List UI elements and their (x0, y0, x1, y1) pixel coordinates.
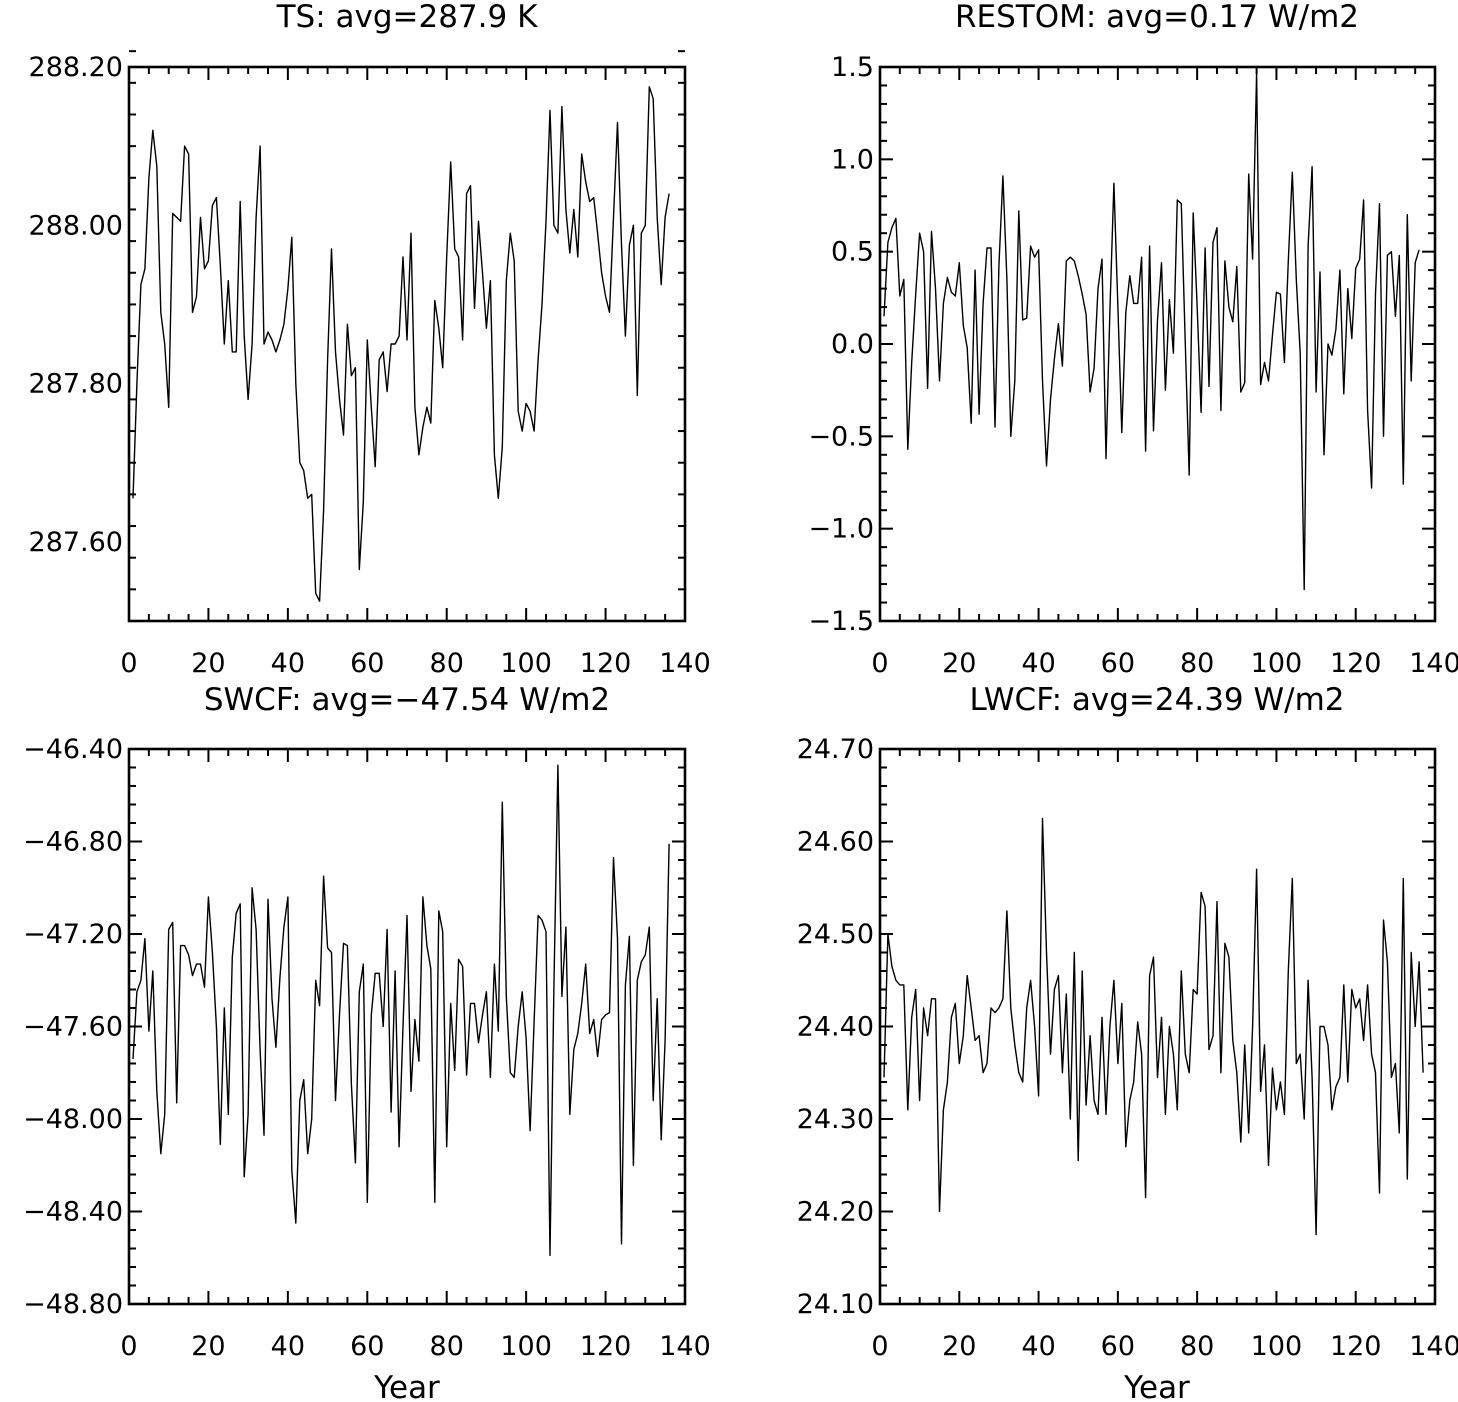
ts-x-tick-label: 80 (430, 648, 464, 679)
restom-x-tick-label: 40 (1021, 648, 1055, 679)
restom-x-tick-label: 100 (1251, 648, 1303, 679)
lwcf-y-tick-label: 24.40 (797, 1012, 874, 1043)
restom-series-line (883, 71, 1420, 591)
swcf-panel: SWCF: avg=−47.54 W/m2 0 20 40 60 80 100 120 140… (23, 682, 711, 1402)
lwcf-y-tick-label: 24.60 (797, 827, 874, 858)
restom-x-tick-label: 20 (942, 648, 976, 679)
lwcf-x-tick-label: 20 (942, 1331, 976, 1362)
swcf-tick-labels: 0 20 40 60 80 100 120 140 −48.80 −48.40 −48.00 −47.… (23, 734, 711, 1362)
ts-plot-frame (127, 65, 687, 623)
swcf-panel-title: SWCF: avg=−47.54 W/m2 (204, 682, 610, 718)
ts-y-tick-label: 287.80 (29, 369, 123, 400)
restom-y-tick-label: −1.5 (808, 606, 874, 637)
swcf-x-tick-label: 140 (659, 1331, 711, 1362)
ts-y-tick-label: 287.60 (29, 527, 123, 558)
swcf-x-tick-label: 40 (271, 1331, 305, 1362)
swcf-x-axis-label: Year (373, 1370, 440, 1402)
lwcf-x-tick-label: 60 (1101, 1331, 1135, 1362)
swcf-y-tick-label: −47.20 (23, 919, 123, 950)
restom-x-tick-label: 60 (1101, 648, 1135, 679)
ts-x-tick-label: 40 (271, 648, 305, 679)
ts-y-tick-label: 288.00 (29, 210, 123, 241)
swcf-y-tick-label: −46.40 (23, 734, 123, 765)
lwcf-x-tick-label: 120 (1330, 1331, 1382, 1362)
ts-y-tick-label: 288.20 (29, 52, 123, 83)
ts-x-tick-label: 60 (350, 648, 384, 679)
swcf-x-tick-label: 20 (191, 1331, 225, 1362)
swcf-x-tick-label: 120 (580, 1331, 632, 1362)
swcf-x-tick-label: 80 (430, 1331, 464, 1362)
restom-x-tick-label: 80 (1180, 648, 1214, 679)
restom-x-tick-label: 0 (871, 648, 888, 679)
lwcf-x-tick-label: 40 (1021, 1331, 1055, 1362)
restom-y-tick-label: 0.5 (831, 237, 874, 268)
ts-x-tick-label: 140 (659, 648, 711, 679)
lwcf-x-axis-label: Year (1123, 1370, 1190, 1402)
restom-panel: RESTOM: avg=0.17 W/m2 0 20 40 60 80 100 120 140… (808, 0, 1458, 679)
lwcf-y-tick-label: 24.10 (797, 1289, 874, 1320)
swcf-y-tick-label: −48.40 (23, 1197, 123, 1228)
ts-panel-title: TS: avg=287.9 K (276, 0, 539, 35)
restom-y-tick-label: −0.5 (808, 421, 874, 452)
restom-x-tick-label: 140 (1409, 648, 1458, 679)
lwcf-series-line (883, 817, 1424, 1236)
swcf-y-tick-label: −46.80 (23, 827, 123, 858)
ts-x-tick-label: 20 (191, 648, 225, 679)
restom-tick-labels: 0 20 40 60 80 100 120 140 −1.5 −1.0 −0.5 0.0 0.5 1.0 1… (808, 52, 1458, 679)
ts-x-tick-label: 100 (500, 648, 552, 679)
restom-y-tick-label: 1.5 (831, 52, 874, 83)
restom-x-tick-label: 120 (1330, 648, 1382, 679)
lwcf-y-tick-label: 24.30 (797, 1104, 874, 1135)
lwcf-y-tick-label: 24.20 (797, 1197, 874, 1228)
restom-plot-frame (878, 65, 1437, 623)
ts-x-tick-label: 120 (580, 648, 632, 679)
ts-panel: TS: avg=287.9 K 0 20 40 60 80 100 120 140 287.60… (29, 0, 711, 679)
swcf-series-line (132, 764, 670, 1257)
ts-x-tick-label: 0 (120, 648, 137, 679)
swcf-x-tick-label: 0 (120, 1331, 137, 1362)
lwcf-y-tick-label: 24.50 (797, 919, 874, 950)
restom-panel-title: RESTOM: avg=0.17 W/m2 (955, 0, 1359, 35)
ts-tick-labels: 0 20 40 60 80 100 120 140 287.60 287.80 288.00 288.… (29, 52, 711, 679)
swcf-y-tick-label: −48.80 (23, 1289, 123, 1320)
swcf-y-tick-label: −48.00 (23, 1104, 123, 1135)
restom-y-tick-label: 1.0 (831, 144, 874, 175)
lwcf-panel-title: LWCF: avg=24.39 W/m2 (969, 682, 1344, 718)
lwcf-x-tick-label: 140 (1409, 1331, 1458, 1362)
lwcf-y-tick-label: 24.70 (797, 734, 874, 765)
swcf-x-tick-label: 100 (500, 1331, 552, 1362)
lwcf-x-tick-label: 0 (871, 1331, 888, 1362)
swcf-plot-frame (127, 747, 687, 1306)
swcf-x-tick-label: 60 (350, 1331, 384, 1362)
lwcf-panel: LWCF: avg=24.39 W/m2 0 20 40 60 80 100 120 140 2… (797, 682, 1458, 1402)
swcf-y-tick-label: −47.60 (23, 1012, 123, 1043)
lwcf-x-tick-label: 100 (1251, 1331, 1303, 1362)
lwcf-x-tick-label: 80 (1180, 1331, 1214, 1362)
lwcf-plot-frame (878, 747, 1437, 1306)
ts-series-line (132, 86, 670, 602)
restom-y-tick-label: −1.0 (808, 514, 874, 545)
restom-y-tick-label: 0.0 (831, 329, 874, 360)
lwcf-tick-labels: 0 20 40 60 80 100 120 140 24.10 24.20 24.30 24.40 24… (797, 734, 1458, 1362)
